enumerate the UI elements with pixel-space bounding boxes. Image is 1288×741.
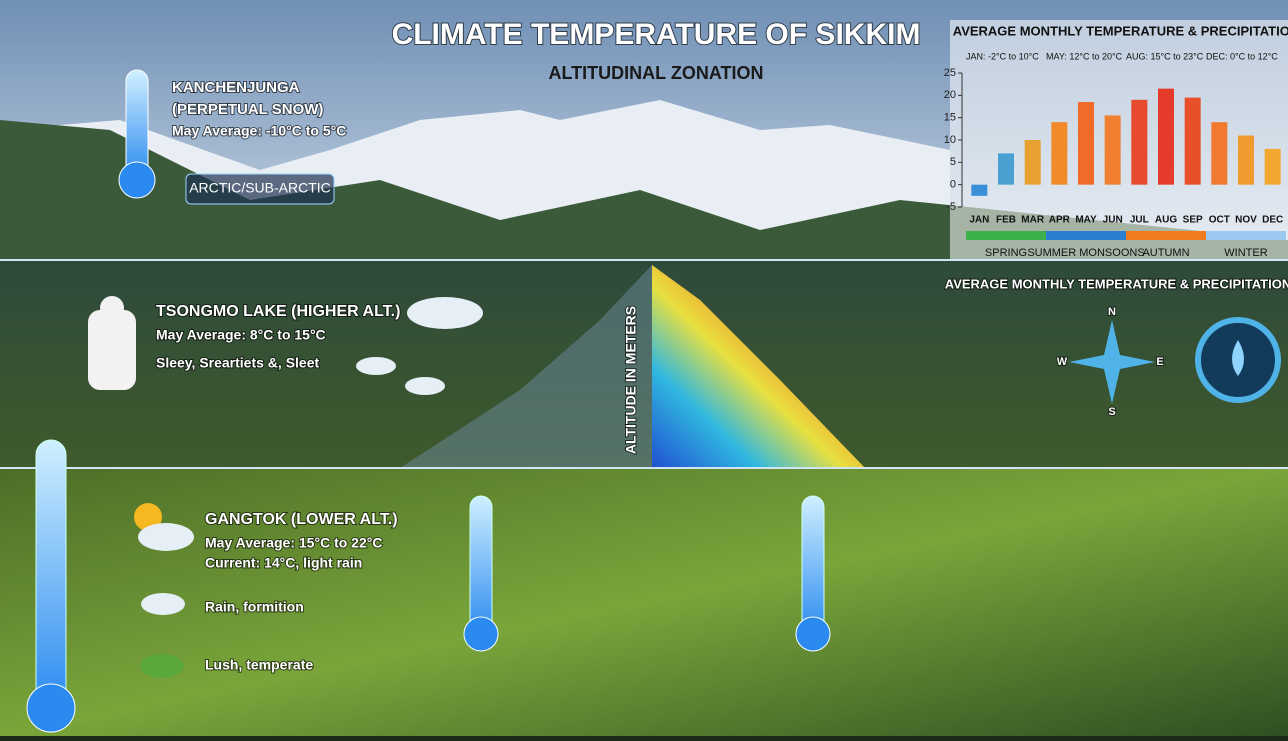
zone-rain: Rain, formition xyxy=(205,599,304,615)
cloud-icon xyxy=(407,297,483,329)
x-tick-label: APR xyxy=(1049,215,1071,226)
y-tick-label: 0 xyxy=(950,179,956,191)
x-tick-label: SEP xyxy=(1183,215,1203,226)
x-tick-label: MAY xyxy=(1075,215,1097,226)
bar xyxy=(1185,98,1201,185)
zone-average: May Average: -10°C to 5°C xyxy=(172,123,346,139)
bar xyxy=(1131,100,1147,185)
compass-n: N xyxy=(1108,306,1116,318)
season-label: AUTUMN xyxy=(1142,247,1189,259)
thermometer-bulb xyxy=(464,617,498,651)
title: CLIMATE TEMPERATURE OF SIKKIM xyxy=(392,18,921,51)
x-tick-label: DEC xyxy=(1262,215,1283,226)
season-bar xyxy=(1126,231,1206,240)
annotation: AUG: 15°C to 23°C xyxy=(1126,51,1204,61)
season-label: SPRING xyxy=(985,247,1027,259)
zone-vegetation: Lush, temperate xyxy=(205,657,313,673)
x-tick-label: MAR xyxy=(1021,215,1045,226)
x-tick-label: NOV xyxy=(1235,215,1257,226)
zone-note: (PERPETUAL SNOW) xyxy=(172,101,323,118)
x-tick-label: FEB xyxy=(996,215,1016,226)
cloud-icon xyxy=(138,523,194,551)
compass-w: W xyxy=(1057,356,1068,368)
season-bar xyxy=(1206,231,1286,240)
x-tick-label: JAN xyxy=(969,215,989,226)
bar xyxy=(1051,122,1067,185)
y-tick-label: 25 xyxy=(944,67,956,79)
season-label: WINTER xyxy=(1224,247,1267,259)
infographic: CLIMATE TEMPERATURE OF SIKKIM ALTITUDINA… xyxy=(0,0,1288,736)
y-tick-label: 15 xyxy=(944,112,956,124)
zone-average: May Average: 15°C to 22°C xyxy=(205,535,382,551)
chart-title: AVERAGE MONTHLY TEMPERATURE & PRECIPITAT… xyxy=(953,23,1288,38)
y-tick-label: 20 xyxy=(944,89,956,101)
compass-s: S xyxy=(1108,406,1115,418)
bar xyxy=(1078,102,1094,185)
annotation: MAY: 12°C to 20°C xyxy=(1046,51,1123,61)
bar xyxy=(1265,149,1281,185)
y-tick-label: -5 xyxy=(946,201,956,213)
person-head xyxy=(100,296,124,320)
person-icon xyxy=(88,310,136,390)
x-tick-label: OCT xyxy=(1209,215,1230,226)
zone-current: Current: 14°C, light rain xyxy=(205,555,362,571)
cloud-icon xyxy=(141,593,185,615)
cloud-icon xyxy=(356,357,396,375)
zone-name: KANCHENJUNGA xyxy=(172,79,300,96)
bar xyxy=(1238,136,1254,185)
y-tick-label: 10 xyxy=(944,134,956,146)
annotation: DEC: 0°C to 12°C xyxy=(1206,51,1278,61)
x-tick-label: JUN xyxy=(1103,215,1123,226)
season-bar xyxy=(966,231,1046,240)
y-tick-label: 5 xyxy=(950,156,956,168)
x-tick-label: JUL xyxy=(1130,215,1149,226)
season-bar xyxy=(1046,231,1126,240)
bar xyxy=(1025,140,1041,185)
thermometer-bulb xyxy=(119,162,155,198)
annotation: JAN: -2°C to 10°C xyxy=(966,51,1039,61)
bar xyxy=(998,153,1014,184)
altitude-label: ALTITUDE IN METERS xyxy=(623,306,639,454)
thermometer xyxy=(802,496,824,636)
thermometer-bulb xyxy=(27,684,75,732)
zone-weather: Sleey, Sreartiets &, Sleet xyxy=(156,355,319,371)
season-label: SUMMER MONSOONS xyxy=(1027,247,1144,259)
thermometer-bulb xyxy=(796,617,830,651)
page: CLIMATE TEMPERATURE OF SIKKIM ALTITUDINA… xyxy=(0,0,1288,741)
compass-e: E xyxy=(1156,356,1163,368)
bar xyxy=(1158,89,1174,185)
bar xyxy=(971,185,987,196)
thermometer xyxy=(36,440,66,710)
badge: ARCTIC/SUB-ARCTIC xyxy=(189,180,331,196)
bar xyxy=(1211,122,1227,185)
lower-band xyxy=(0,468,1288,736)
cloud-icon xyxy=(405,377,445,395)
thermometer xyxy=(470,496,492,636)
zone-name: GANGTOK (LOWER ALT.) xyxy=(205,511,398,528)
bar xyxy=(1105,115,1121,184)
zone-name: TSONGMO LAKE (HIGHER ALT.) xyxy=(156,303,400,320)
chart-subtitle: AVERAGE MONTHLY TEMPERATURE & PRECIPITAT… xyxy=(945,276,1288,291)
zone-average: May Average: 8°C to 15°C xyxy=(156,327,326,343)
subtitle: ALTITUDINAL ZONATION xyxy=(549,63,764,83)
x-tick-label: AUG xyxy=(1155,215,1177,226)
leaf-icon xyxy=(140,654,184,678)
